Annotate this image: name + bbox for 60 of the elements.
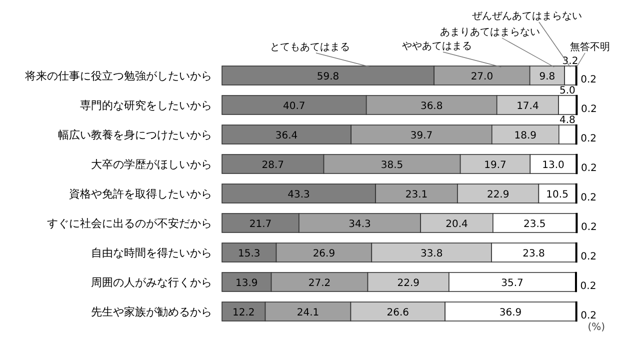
data-label: 4.8 xyxy=(559,115,576,126)
data-label: 33.8 xyxy=(420,248,443,260)
y-tick-label: 将来の仕事に役立つ勉強がしたいから xyxy=(24,70,212,82)
data-label: 22.9 xyxy=(397,278,420,289)
y-tick-label: すぐに社会に出るのが不安だから xyxy=(47,217,212,230)
data-label: 35.7 xyxy=(501,278,524,289)
data-label: 10.5 xyxy=(546,190,568,200)
data-label: 0.2 xyxy=(580,310,597,322)
y-tick-label: 周囲の人がみな行くから xyxy=(91,276,212,289)
y-tick-label: 大卒の学歴がほしいから xyxy=(91,158,212,171)
data-label: 27.0 xyxy=(470,72,494,82)
data-label: 0.2 xyxy=(580,252,597,262)
data-label: 3.2 xyxy=(562,56,578,67)
data-label: 19.7 xyxy=(484,160,506,171)
data-label: 40.7 xyxy=(283,101,306,112)
series-label: 無答不明 xyxy=(570,41,610,53)
series-label: ややあてはまる xyxy=(402,41,472,52)
data-label: 28.7 xyxy=(262,160,284,171)
data-label: 23.1 xyxy=(405,190,428,200)
text: (%) xyxy=(588,322,606,333)
y-tick-label: 専門的な研究をしたいから xyxy=(80,99,212,112)
data-label: 0.2 xyxy=(581,163,597,174)
data-label: 18.9 xyxy=(514,130,537,142)
data-label: 26.6 xyxy=(386,308,410,318)
data-label: 27.2 xyxy=(308,278,331,289)
data-label: 38.5 xyxy=(380,160,404,171)
data-label: 0.2 xyxy=(581,104,597,115)
data-label: 0.2 xyxy=(580,134,597,144)
data-label: 36.9 xyxy=(499,308,522,318)
data-label: 9.8 xyxy=(539,72,556,82)
data-label: 0.2 xyxy=(580,74,597,86)
y-tick-label: 資格や免許を取得したいから xyxy=(69,188,212,200)
data-label: 0.2 xyxy=(580,192,597,204)
data-label: 26.9 xyxy=(312,248,336,260)
data-label: 36.4 xyxy=(275,130,298,142)
data-label: 39.7 xyxy=(410,130,433,142)
data-label: 23.5 xyxy=(523,219,546,230)
y-tick-label: 先生や家族が勧めるから xyxy=(91,306,212,318)
data-label: 5.0 xyxy=(559,86,576,96)
data-label: 13.9 xyxy=(236,278,258,289)
data-label: 36.8 xyxy=(420,101,443,112)
y-tick-label: 幅広い教養を身につけたいから xyxy=(58,128,212,142)
text: ぜんぜんあてはまらない xyxy=(472,11,582,22)
data-label: 24.1 xyxy=(296,308,320,318)
data-label: 21.7 xyxy=(249,219,272,230)
series-label: とてもあてはまる xyxy=(270,42,350,53)
data-label: 23.8 xyxy=(522,248,545,260)
data-label: 34.3 xyxy=(348,219,371,230)
y-tick-label: 自由な時間を得たいから xyxy=(91,246,212,260)
data-label: 0.2 xyxy=(581,222,597,233)
data-label: 17.4 xyxy=(516,101,539,112)
data-label: 43.3 xyxy=(288,190,310,200)
data-label: 15.3 xyxy=(238,248,260,260)
data-label: 0.2 xyxy=(580,281,596,292)
data-label: 22.9 xyxy=(486,190,510,200)
text: あまりあてはまらない xyxy=(440,27,540,38)
data-label: 13.0 xyxy=(542,160,564,171)
data-label: 20.4 xyxy=(446,219,468,230)
data-label: 59.8 xyxy=(316,72,340,82)
data-label: 12.2 xyxy=(232,308,255,318)
